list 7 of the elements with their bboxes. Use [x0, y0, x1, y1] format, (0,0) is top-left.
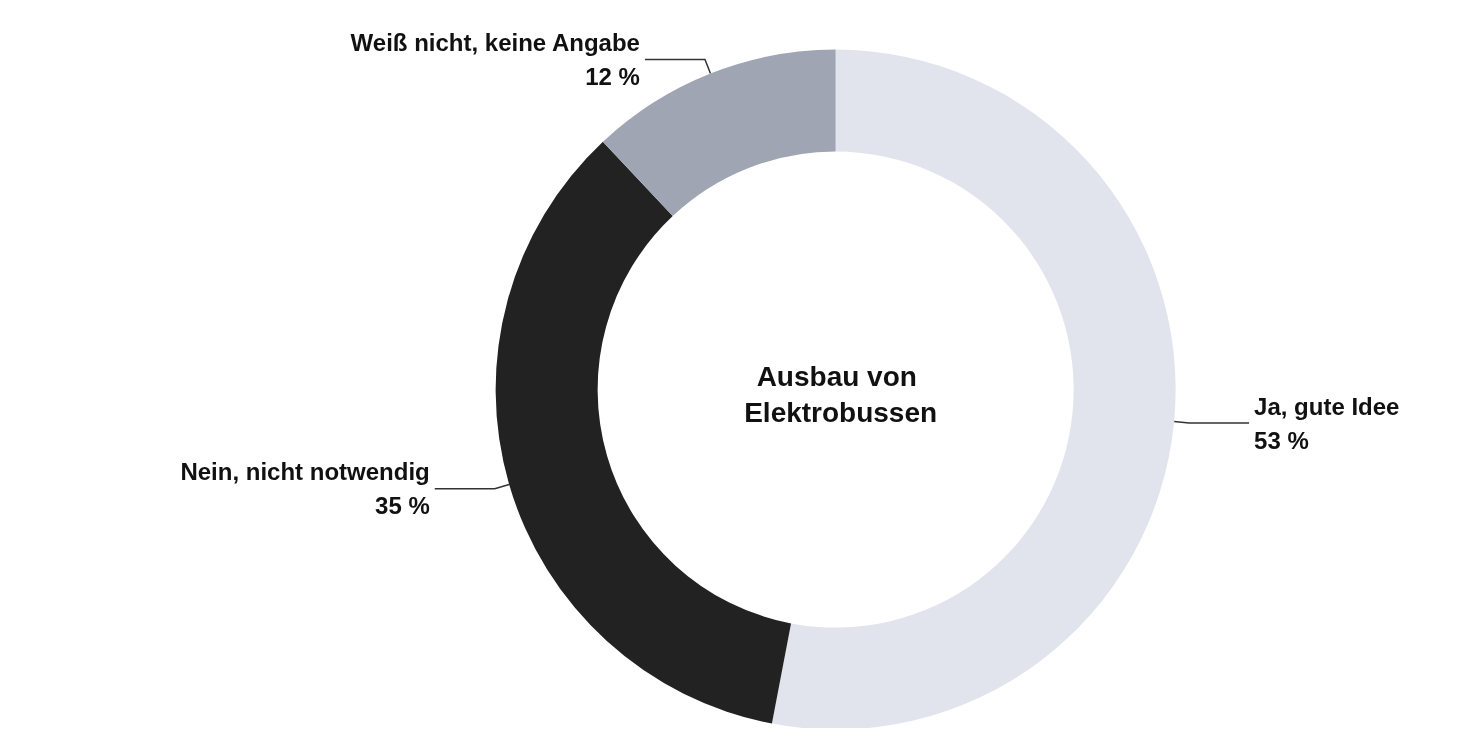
data-label: 35 % — [375, 492, 430, 520]
slice-label: Weiß nicht, keine Angabe — [350, 29, 640, 57]
slice-label: Ja, gute Idee — [1254, 392, 1400, 420]
data-label: 12 % — [585, 63, 640, 91]
data-label: 53 % — [1254, 426, 1309, 454]
slice-label: Nein, nicht notwendig — [180, 458, 430, 486]
text: Ausbau von Elektrobussen — [744, 361, 938, 429]
